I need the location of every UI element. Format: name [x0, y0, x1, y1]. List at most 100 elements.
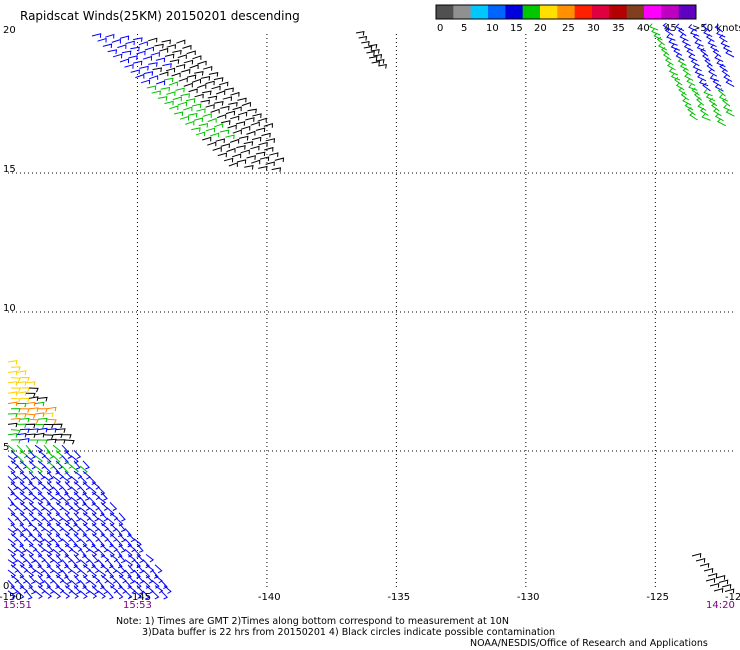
wind-barb	[679, 33, 689, 42]
wind-barb	[716, 59, 726, 68]
wind-barb	[702, 23, 711, 32]
wind-barb	[25, 433, 36, 439]
wind-barb	[61, 569, 69, 579]
wind-barb	[142, 569, 151, 579]
wind-barb	[70, 580, 79, 589]
wind-barb	[19, 428, 30, 434]
wind-barb	[263, 123, 273, 128]
wind-barb	[180, 93, 190, 98]
wind-barb	[61, 444, 70, 454]
wind-barb	[238, 135, 249, 141]
wind-barb	[124, 528, 132, 538]
wind-barb	[73, 585, 81, 595]
colorbar-segment	[557, 5, 576, 19]
colorbar-label: 10	[486, 23, 499, 34]
wind-barb	[16, 496, 25, 506]
wind-barb	[10, 481, 19, 491]
wind-barb	[133, 569, 141, 579]
wind-barb	[378, 63, 387, 69]
wind-barb	[100, 491, 108, 501]
wind-barb	[25, 580, 34, 590]
wind-barb	[118, 585, 127, 594]
wind-barb	[715, 575, 726, 580]
wind-barb	[7, 422, 18, 428]
wind-barb	[16, 590, 25, 600]
wind-barb	[37, 396, 48, 402]
wind-barb	[100, 553, 110, 563]
wind-speed-colorbar: 0 5 10 15 20 25 30 35 40 45 >50 knots	[435, 4, 740, 34]
wind-barb	[130, 69, 140, 75]
wind-barb	[106, 517, 115, 527]
wind-barb	[52, 507, 61, 517]
wind-barb	[28, 574, 36, 584]
wind-barb	[237, 97, 247, 103]
wind-barb	[52, 423, 63, 429]
wind-barb	[250, 121, 260, 127]
wind-barb	[25, 476, 33, 486]
wind-barb	[52, 569, 61, 579]
colorbar-segment	[609, 5, 628, 19]
colorbar-segment	[522, 5, 541, 19]
wind-barb	[61, 486, 69, 496]
wind-barb	[151, 90, 161, 96]
wind-barb	[82, 543, 91, 553]
wind-barb	[236, 159, 247, 164]
wind-barb	[16, 486, 25, 496]
wind-barb	[28, 450, 36, 460]
wind-barb	[7, 527, 17, 537]
wind-barb	[716, 30, 726, 38]
wind-barb	[46, 450, 54, 460]
wind-barb	[37, 450, 47, 459]
wind-barb	[25, 507, 34, 516]
wind-barb	[43, 486, 53, 495]
wind-barb	[211, 85, 221, 91]
wind-barb	[183, 59, 194, 65]
wind-barb	[247, 108, 257, 114]
wind-barb	[115, 517, 124, 527]
wind-barb	[217, 152, 228, 158]
wind-barb	[34, 517, 43, 527]
wind-barb	[34, 423, 45, 429]
wind-barb	[102, 43, 113, 49]
wind-barb	[82, 585, 91, 595]
wind-barb	[250, 145, 260, 151]
wind-barb	[37, 417, 48, 423]
wind-barb	[216, 90, 226, 95]
colorbar-segment	[436, 5, 454, 19]
wind-barb	[52, 444, 61, 454]
wind-barb	[686, 78, 696, 86]
wind-barb	[43, 559, 52, 569]
wind-barb	[707, 39, 717, 48]
wind-barb	[70, 507, 80, 516]
wind-barb	[79, 507, 88, 516]
wind-barb	[10, 460, 20, 469]
wind-barb	[142, 55, 153, 61]
wind-barb	[109, 564, 118, 574]
wind-barb	[119, 58, 129, 64]
wind-barb	[64, 491, 72, 501]
wind-barb	[64, 543, 74, 553]
wind-barb	[25, 486, 34, 496]
wind-barb	[210, 108, 220, 114]
wind-barb	[701, 113, 711, 121]
wind-barb	[38, 408, 48, 413]
wind-barb	[10, 512, 19, 521]
wind-barb	[34, 432, 45, 438]
wind-barb	[79, 465, 88, 475]
wind-barb	[64, 512, 72, 522]
wind-barb	[25, 465, 34, 475]
wind-barb	[136, 585, 144, 595]
wind-barb	[214, 123, 224, 128]
wind-barb	[265, 161, 275, 167]
wind-barb	[43, 465, 52, 475]
wind-barb	[193, 117, 204, 123]
wind-barb	[97, 37, 107, 43]
wind-barb	[55, 533, 63, 543]
longitude-label: -145	[128, 592, 151, 603]
wind-barb	[10, 439, 21, 444]
wind-barb	[88, 528, 98, 537]
wind-barb	[124, 538, 133, 548]
colorbar-label: 25	[562, 23, 575, 34]
wind-barb	[106, 548, 115, 558]
wind-barb	[43, 455, 52, 464]
